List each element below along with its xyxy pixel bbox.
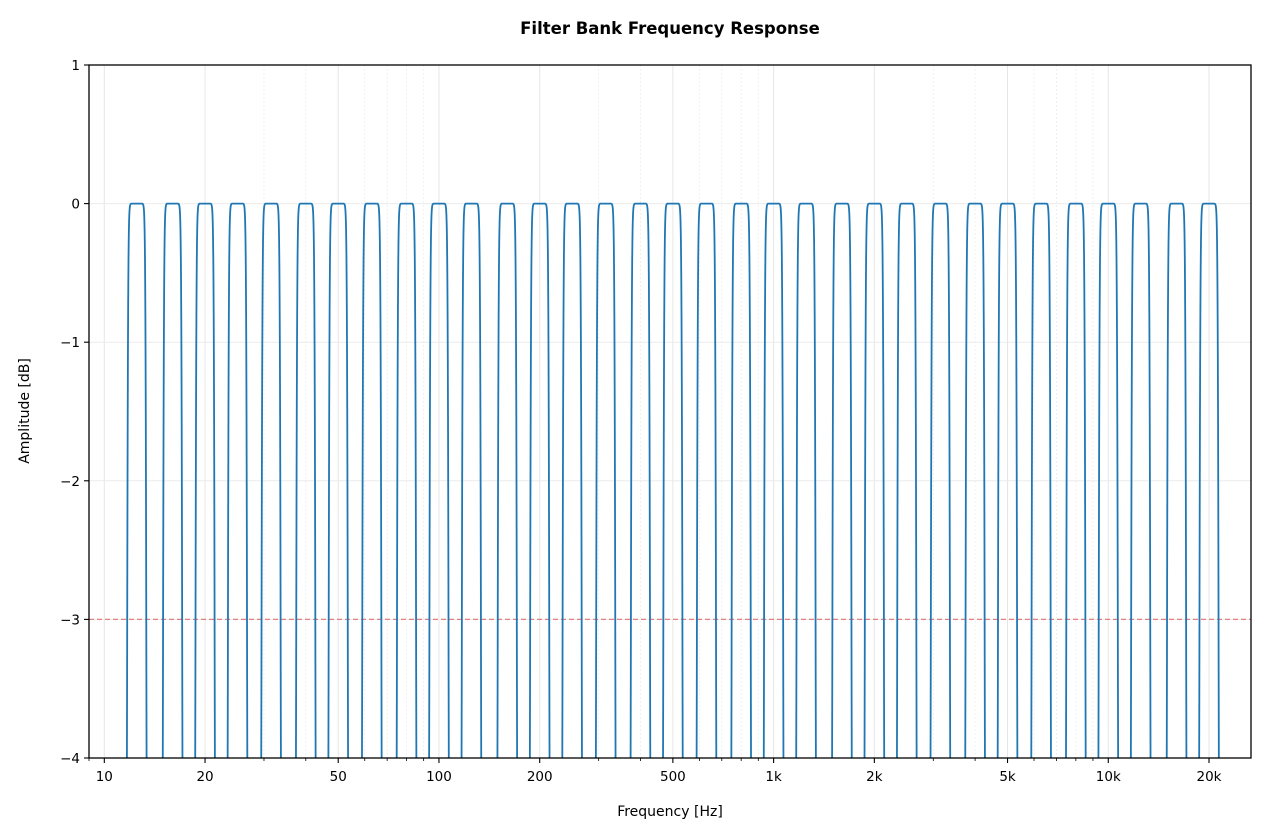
filter-band-response [1198, 202, 1220, 759]
filter-band-response [561, 202, 583, 759]
filter-band-response [260, 202, 282, 759]
filter-band-response [161, 202, 184, 759]
filter-band-response [1030, 202, 1052, 759]
x-tick-label: 20 [196, 769, 213, 785]
filter-band-response [929, 202, 952, 759]
x-tick-label: 1k [765, 769, 782, 785]
chart-title: Filter Bank Frequency Response [520, 19, 820, 38]
filter-band-response [695, 202, 718, 759]
filter-band-response [126, 202, 148, 759]
filter-band-response [762, 202, 785, 759]
x-tick-label: 50 [330, 769, 347, 785]
x-tick-label: 100 [426, 769, 452, 785]
filter-band-response [996, 202, 1019, 759]
filter-band-response [327, 202, 349, 759]
filter-band-response [1165, 202, 1188, 759]
x-tick-label: 5k [999, 769, 1016, 785]
filter-band-response [964, 202, 986, 759]
filter-band-response [629, 202, 652, 759]
x-tick-label: 2k [866, 769, 883, 785]
filter-band-response [730, 202, 752, 759]
x-tick-label: 500 [660, 769, 686, 785]
filter-band-response [896, 202, 918, 759]
filter-band-response [662, 202, 684, 759]
filter-band-response [194, 202, 216, 759]
filter-band-response [831, 202, 853, 759]
y-tick-label: −1 [60, 335, 80, 351]
filter-band-response [226, 202, 249, 759]
y-tick-label: −2 [60, 474, 80, 490]
filter-band-response [428, 202, 450, 759]
filter-band-response [594, 202, 617, 759]
y-axis: 1 0 −1 −2 −3 −4 [60, 58, 89, 767]
x-tick-label: 20k [1197, 769, 1222, 785]
y-tick-label: 0 [71, 197, 80, 213]
filter-band-response [496, 202, 519, 759]
filter-band-response [361, 202, 383, 759]
filter-band-response [1097, 202, 1120, 759]
x-axis: 10 20 50 100 200 500 1k 2k 5k 10k 20k [88, 758, 1222, 785]
plot-frame [88, 64, 1252, 759]
y-axis-label: Amplitude [dB] [17, 358, 33, 464]
x-axis-label: Frequency [Hz] [617, 804, 723, 820]
x-tick-label: 200 [527, 769, 553, 785]
filter-band-response [863, 202, 886, 759]
filter-band-response [460, 202, 483, 759]
filter-band-response [1129, 202, 1152, 759]
x-tick-label: 10 [96, 769, 113, 785]
x-tick-label: 10k [1096, 769, 1121, 785]
series-curve [126, 202, 1220, 759]
y-tick-label: −4 [60, 751, 80, 767]
y-tick-label: 1 [71, 58, 80, 74]
filter-band-response [528, 202, 551, 759]
filter-band-response [295, 202, 317, 759]
grid [89, 64, 1251, 759]
filter-band-response [1065, 202, 1087, 759]
filter-band-response [795, 202, 817, 759]
y-tick-label: −3 [60, 612, 80, 628]
filter-band-response [395, 202, 418, 759]
